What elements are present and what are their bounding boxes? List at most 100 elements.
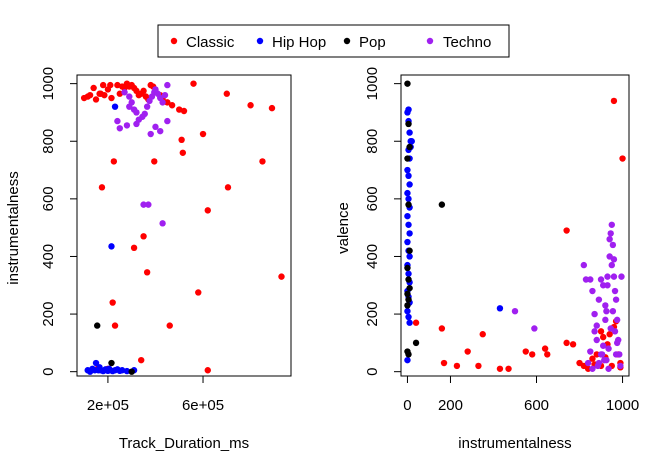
data-point-techno	[606, 235, 613, 243]
data-point-hip-hop	[404, 356, 411, 364]
data-point-techno	[164, 81, 171, 89]
data-point-classic	[505, 365, 512, 372]
data-point-pop	[404, 264, 411, 272]
data-point-classic	[268, 104, 276, 112]
data-point-pop	[406, 284, 413, 292]
data-point-hip-hop	[404, 189, 411, 197]
data-point-hip-hop	[405, 313, 412, 321]
data-point-techno	[591, 328, 598, 335]
data-point-techno	[143, 103, 151, 110]
data-point-techno	[610, 273, 618, 280]
data-point-techno	[593, 336, 600, 344]
data-point-techno	[618, 273, 625, 280]
legend-label-hiphop: Hip Hop	[272, 34, 326, 51]
data-point-classic	[178, 136, 185, 144]
data-point-classic	[164, 99, 171, 106]
data-point-pop	[405, 201, 412, 208]
data-point-classic	[224, 184, 232, 191]
data-point-hip-hop	[108, 243, 115, 250]
data-point-classic	[589, 355, 596, 362]
data-point-pop	[405, 120, 412, 128]
data-point-classic	[438, 325, 446, 332]
data-point-hip-hop	[405, 221, 412, 228]
plot-panel-instrumentalness-vs-valence: 0 200 600 1000 0 200 400 600 800 1000 instrument…	[335, 67, 639, 452]
y-tick-label: 200	[40, 302, 57, 327]
y-tick-label: 200	[364, 302, 381, 327]
data-point-hip-hop	[404, 307, 411, 315]
data-point-hip-hop	[118, 367, 126, 374]
legend-marker-techno	[426, 37, 434, 45]
legend-label-pop: Pop	[359, 34, 386, 51]
data-point-classic	[278, 273, 285, 280]
data-point-techno	[126, 103, 133, 110]
data-point-classic	[90, 84, 97, 92]
data-point-classic	[101, 91, 108, 99]
data-point-hip-hop	[406, 319, 413, 326]
data-point-techno	[602, 316, 609, 324]
data-point-classic	[259, 158, 266, 165]
data-point-classic	[541, 345, 549, 352]
y-axis-label-left: instrumentalness	[5, 171, 22, 284]
legend-marker-hiphop	[256, 37, 264, 45]
data-point-classic	[143, 269, 151, 276]
data-point-classic	[180, 107, 188, 115]
data-point-classic	[619, 155, 626, 162]
data-point-hip-hop	[405, 270, 412, 277]
data-point-classic	[563, 339, 570, 347]
y-axis-label-right: valence	[335, 202, 352, 254]
y-tick-label: 800	[40, 129, 57, 154]
data-point-classic	[166, 322, 173, 329]
data-point-classic	[111, 322, 119, 329]
data-point-techno	[608, 221, 615, 228]
legend-label-classic: Classic	[186, 34, 235, 51]
data-point-pop	[438, 201, 446, 208]
data-point-classic	[140, 87, 147, 95]
data-point-techno	[152, 123, 159, 131]
legend-marker-pop	[343, 37, 351, 45]
legend-label-techno: Techno	[443, 34, 491, 51]
data-point-hip-hop	[405, 172, 412, 180]
data-point-classic	[563, 227, 570, 234]
data-point-pop	[412, 339, 420, 347]
data-point-classic	[599, 333, 607, 341]
data-point-pop	[404, 290, 411, 298]
data-point-classic	[529, 351, 536, 358]
data-point-techno	[612, 351, 620, 358]
data-point-classic	[195, 289, 202, 296]
data-point-techno	[617, 362, 624, 370]
data-point-pop	[404, 80, 411, 87]
data-point-techno	[140, 201, 147, 208]
data-point-hip-hop	[404, 166, 411, 174]
data-point-pop	[406, 247, 413, 254]
plot-frame-left	[76, 74, 292, 377]
data-point-classic	[86, 91, 94, 99]
data-point-techno	[612, 296, 620, 303]
data-point-techno	[605, 365, 612, 372]
data-point-classic	[179, 149, 187, 156]
data-point-classic	[138, 356, 145, 364]
data-point-classic	[110, 158, 118, 165]
x-axis-label-right: instrumentalness	[458, 435, 571, 452]
data-point-classic	[98, 184, 106, 191]
data-point-techno	[164, 117, 171, 125]
data-point-techno	[116, 125, 124, 132]
data-point-techno	[608, 261, 615, 269]
data-point-techno	[141, 110, 148, 118]
data-point-techno	[607, 230, 614, 237]
x-tick-label: 1000	[606, 397, 639, 414]
data-point-techno	[159, 220, 166, 227]
x-tick-label: 0	[403, 397, 411, 414]
data-point-pop	[94, 322, 101, 329]
data-point-classic	[108, 94, 115, 102]
data-point-hip-hop	[406, 181, 413, 188]
data-point-techno	[606, 253, 613, 260]
data-point-classic	[190, 80, 197, 87]
data-point-hip-hop	[111, 103, 119, 110]
data-point-techno	[593, 322, 600, 329]
y-tick-label: 800	[364, 129, 381, 154]
x-tick-label: 200	[438, 397, 463, 414]
data-point-classic	[99, 81, 107, 89]
data-point-techno	[587, 276, 594, 283]
data-point-classic	[199, 130, 207, 138]
data-point-techno	[595, 359, 603, 367]
